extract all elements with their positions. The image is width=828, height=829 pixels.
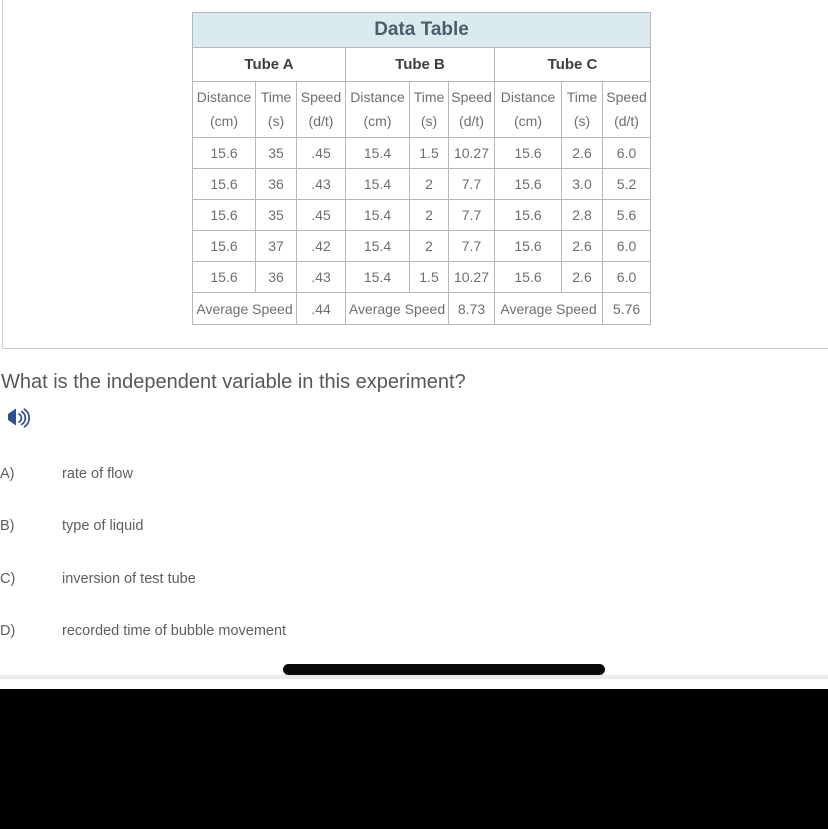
read-aloud-button[interactable] [7, 407, 31, 429]
table-cell: 7.7 [448, 168, 495, 200]
col-header-distance: Distance (cm) [494, 81, 562, 138]
answer-option-d[interactable]: D) recorded time of bubble movement [0, 623, 560, 641]
average-speed-label: Average Speed [192, 292, 297, 325]
option-text: type of liquid [62, 518, 144, 534]
table-cell: 15.4 [345, 199, 410, 231]
table-cell: 10.27 [448, 261, 495, 293]
table-cell: 2.6 [561, 137, 603, 169]
average-speed-value-a: .44 [296, 292, 346, 325]
table-cell: 2 [409, 199, 449, 231]
table-cell: 5.2 [601, 168, 652, 200]
table-cell: 2 [409, 230, 449, 262]
col-header-distance: Distance (cm) [192, 81, 256, 138]
table-row: 15.6 36.43 15.4 1.5 10.27 15.6 2.6 6.0 [192, 261, 652, 293]
divider [0, 675, 828, 679]
average-speed-label: Average Speed [345, 292, 449, 325]
col-header-speed: Speed (d/t) [448, 81, 495, 138]
table-cell: 15.4 [345, 230, 410, 262]
answer-option-c[interactable]: C) inversion of test tube [0, 571, 560, 589]
table-row: 15.6 37.42 15.4 2 7.7 15.6 2.6 6.0 [192, 230, 652, 262]
table-row: 15.6 35.45 15.4 2 7.7 15.6 2.8 5.6 [192, 199, 652, 231]
option-letter: C) [0, 571, 16, 587]
col-header-speed: Speed (d/t) [601, 81, 652, 138]
table-cell: 5.6 [601, 199, 652, 231]
col-header-speed: Speed (d/t) [296, 81, 346, 138]
table-cell: 3.0 [561, 168, 603, 200]
option-text: recorded time of bubble movement [62, 623, 287, 639]
letterbox-black-area [0, 689, 828, 829]
table-cell: .43 [296, 261, 346, 293]
table-cell: 15.6 [192, 199, 256, 231]
table-cell: 1.5 [409, 261, 449, 293]
table-cell: 15.6 [494, 230, 562, 262]
option-letter: B) [0, 518, 15, 534]
option-letter: D) [0, 623, 16, 639]
data-table-body: 15.6 35.45 15.4 1.5 10.27 15.6 2.6 6.0 15.6 36.43… [192, 137, 652, 293]
option-text: rate of flow [62, 466, 133, 482]
table-cell: 15.6 [494, 261, 562, 293]
data-table: Data Table Tube A Tube B Tube C Distance… [191, 12, 652, 325]
table-cell: 15.4 [345, 137, 410, 169]
average-speed-value-b: 8.73 [448, 292, 495, 325]
table-row: 15.6 35.45 15.4 1.5 10.27 15.6 2.6 6.0 [192, 137, 652, 169]
table-cell: 15.6 [192, 230, 256, 262]
col-header-time: Time (s) [561, 81, 603, 138]
table-cell: .45 [296, 199, 346, 231]
answer-option-b[interactable]: B) type of liquid [0, 518, 560, 536]
table-cell: 15.6 [192, 137, 256, 169]
table-cell: 2.8 [561, 199, 603, 231]
question-text: What is the independent variable in this… [1, 371, 466, 393]
table-cell: 15.4 [345, 261, 410, 293]
table-cell: 37 [255, 230, 297, 262]
table-cell: 15.6 [494, 199, 562, 231]
tube-group-row: Tube A Tube B Tube C [192, 47, 652, 82]
table-cell: 2.6 [561, 261, 603, 293]
table-cell: 2.6 [561, 230, 603, 262]
table-cell: 36 [255, 168, 297, 200]
tube-c-header: Tube C [493, 47, 652, 82]
average-speed-label: Average Speed [494, 292, 603, 325]
table-cell: 7.7 [448, 199, 495, 231]
table-cell: .43 [296, 168, 346, 200]
table-cell: 6.0 [601, 230, 652, 262]
table-cell: 2 [409, 168, 449, 200]
table-cell: 6.0 [601, 137, 652, 169]
tube-b-header: Tube B [345, 47, 495, 82]
col-header-distance: Distance (cm) [345, 81, 410, 138]
tube-a-header: Tube A [192, 47, 346, 82]
average-speed-row: Average Speed .44 Average Speed 8.73 Ave… [192, 292, 652, 325]
answer-option-a[interactable]: A) rate of flow [0, 466, 560, 484]
table-cell: 35 [255, 199, 297, 231]
table-cell: 15.6 [192, 168, 256, 200]
speaker-icon [7, 408, 31, 433]
option-text: inversion of test tube [62, 571, 196, 587]
table-cell: 15.6 [494, 137, 562, 169]
table-cell: 15.6 [192, 261, 256, 293]
table-cell: 7.7 [448, 230, 495, 262]
table-row: 15.6 36.43 15.4 2 7.7 15.6 3.0 5.2 [192, 168, 652, 200]
table-cell: 35 [255, 137, 297, 169]
horizontal-scrollbar-thumb[interactable] [283, 664, 605, 675]
table-cell: 15.6 [494, 168, 562, 200]
table-cell: 15.4 [345, 168, 410, 200]
average-speed-value-c: 5.76 [601, 292, 652, 325]
table-cell: .42 [296, 230, 346, 262]
option-letter: A) [0, 466, 15, 482]
data-table-title: Data Table [191, 12, 652, 48]
table-cell: .45 [296, 137, 346, 169]
table-cell: 36 [255, 261, 297, 293]
col-header-time: Time (s) [409, 81, 449, 138]
column-header-row: Distance (cm) Time (s) Speed (d/t) Distance… [192, 81, 652, 138]
table-title-row: Data Table [191, 12, 652, 48]
col-header-time: Time (s) [255, 81, 297, 138]
table-cell: 10.27 [448, 137, 495, 169]
table-cell: 1.5 [409, 137, 449, 169]
table-cell: 6.0 [601, 261, 652, 293]
